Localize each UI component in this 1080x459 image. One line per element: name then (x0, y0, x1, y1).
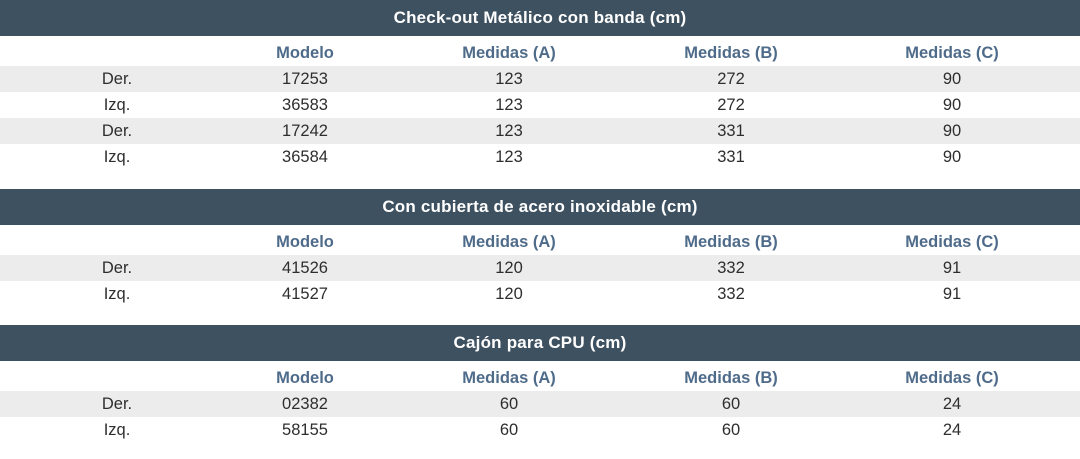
column-header-modelo: Modelo (276, 232, 334, 251)
cell-medida-b: 332 (717, 284, 745, 303)
cell-modelo: 41526 (282, 258, 328, 277)
cell-medida-a: 120 (495, 258, 523, 277)
cell-medida-c: 24 (942, 420, 962, 439)
column-header-medidas-b: Medidas (B) (684, 232, 778, 251)
table-row: Izq. 41527 120 332 91 (0, 281, 1080, 307)
column-header-medidas-b: Medidas (B) (684, 43, 778, 62)
table-row: Izq. 36584 123 331 90 (0, 144, 1080, 170)
table-row: Der. 17242 123 331 90 (0, 118, 1080, 144)
cell-modelo: 36584 (282, 147, 328, 166)
cell-side: Der. (101, 394, 133, 413)
table-row: Der. 17253 123 272 90 (0, 66, 1080, 92)
cell-medida-c: 91 (942, 258, 962, 277)
cell-modelo: 41527 (282, 284, 328, 303)
cell-modelo: 17242 (282, 121, 328, 140)
cell-medida-c: 91 (942, 284, 962, 303)
cell-medida-c: 90 (942, 69, 962, 88)
cell-medida-b: 272 (717, 95, 745, 114)
column-header-row: Modelo Medidas (A) Medidas (B) Medidas (… (0, 225, 1080, 255)
column-header-medidas-c: Medidas (C) (905, 232, 999, 251)
cell-side: Izq. (103, 420, 131, 439)
cell-medida-a: 123 (495, 147, 523, 166)
cell-medida-b: 332 (717, 258, 745, 277)
cell-medida-b: 60 (721, 394, 741, 413)
column-header-medidas-c: Medidas (C) (905, 43, 999, 62)
table-row: Izq. 36583 123 272 90 (0, 92, 1080, 118)
cell-medida-b: 272 (717, 69, 745, 88)
column-header-modelo: Modelo (276, 368, 334, 387)
cell-medida-c: 24 (942, 394, 962, 413)
cell-side: Der. (101, 258, 133, 277)
cell-medida-b: 331 (717, 121, 745, 140)
cell-modelo: 36583 (282, 95, 328, 114)
cell-medida-a: 123 (495, 69, 523, 88)
column-header-medidas-a: Medidas (A) (462, 368, 556, 387)
cell-side: Izq. (103, 147, 131, 166)
column-header-medidas-c: Medidas (C) (905, 368, 999, 387)
cell-medida-c: 90 (942, 121, 962, 140)
column-header-row: Modelo Medidas (A) Medidas (B) Medidas (… (0, 36, 1080, 66)
column-header-medidas-a: Medidas (A) (462, 43, 556, 62)
cell-medida-a: 123 (495, 95, 523, 114)
cell-medida-a: 123 (495, 121, 523, 140)
cell-medida-a: 60 (499, 420, 519, 439)
section-title: Cajón para CPU (cm) (0, 325, 1080, 361)
cell-modelo: 58155 (282, 420, 328, 439)
cell-medida-a: 60 (499, 394, 519, 413)
table-row: Der. 41526 120 332 91 (0, 255, 1080, 281)
column-header-row: Modelo Medidas (A) Medidas (B) Medidas (… (0, 361, 1080, 391)
column-header-medidas-b: Medidas (B) (684, 368, 778, 387)
cell-medida-a: 120 (495, 284, 523, 303)
table-section-checkout-metalico: Check-out Metálico con banda (cm) Modelo… (0, 0, 1080, 170)
section-title: Con cubierta de acero inoxidable (cm) (0, 189, 1080, 225)
cell-medida-b: 331 (717, 147, 745, 166)
section-title: Check-out Metálico con banda (cm) (0, 0, 1080, 36)
table-row: Der. 02382 60 60 24 (0, 391, 1080, 417)
cell-modelo: 17253 (282, 69, 328, 88)
cell-medida-b: 60 (721, 420, 741, 439)
cell-side: Izq. (103, 284, 131, 303)
table-section-cajon-cpu: Cajón para CPU (cm) Modelo Medidas (A) M… (0, 325, 1080, 443)
column-header-medidas-a: Medidas (A) (462, 232, 556, 251)
column-header-modelo: Modelo (276, 43, 334, 62)
cell-modelo: 02382 (282, 394, 328, 413)
cell-medida-c: 90 (942, 147, 962, 166)
cell-medida-c: 90 (942, 95, 962, 114)
cell-side: Izq. (103, 95, 131, 114)
table-section-cubierta-acero: Con cubierta de acero inoxidable (cm) Mo… (0, 189, 1080, 307)
table-row: Izq. 58155 60 60 24 (0, 417, 1080, 443)
cell-side: Der. (101, 121, 133, 140)
cell-side: Der. (101, 69, 133, 88)
